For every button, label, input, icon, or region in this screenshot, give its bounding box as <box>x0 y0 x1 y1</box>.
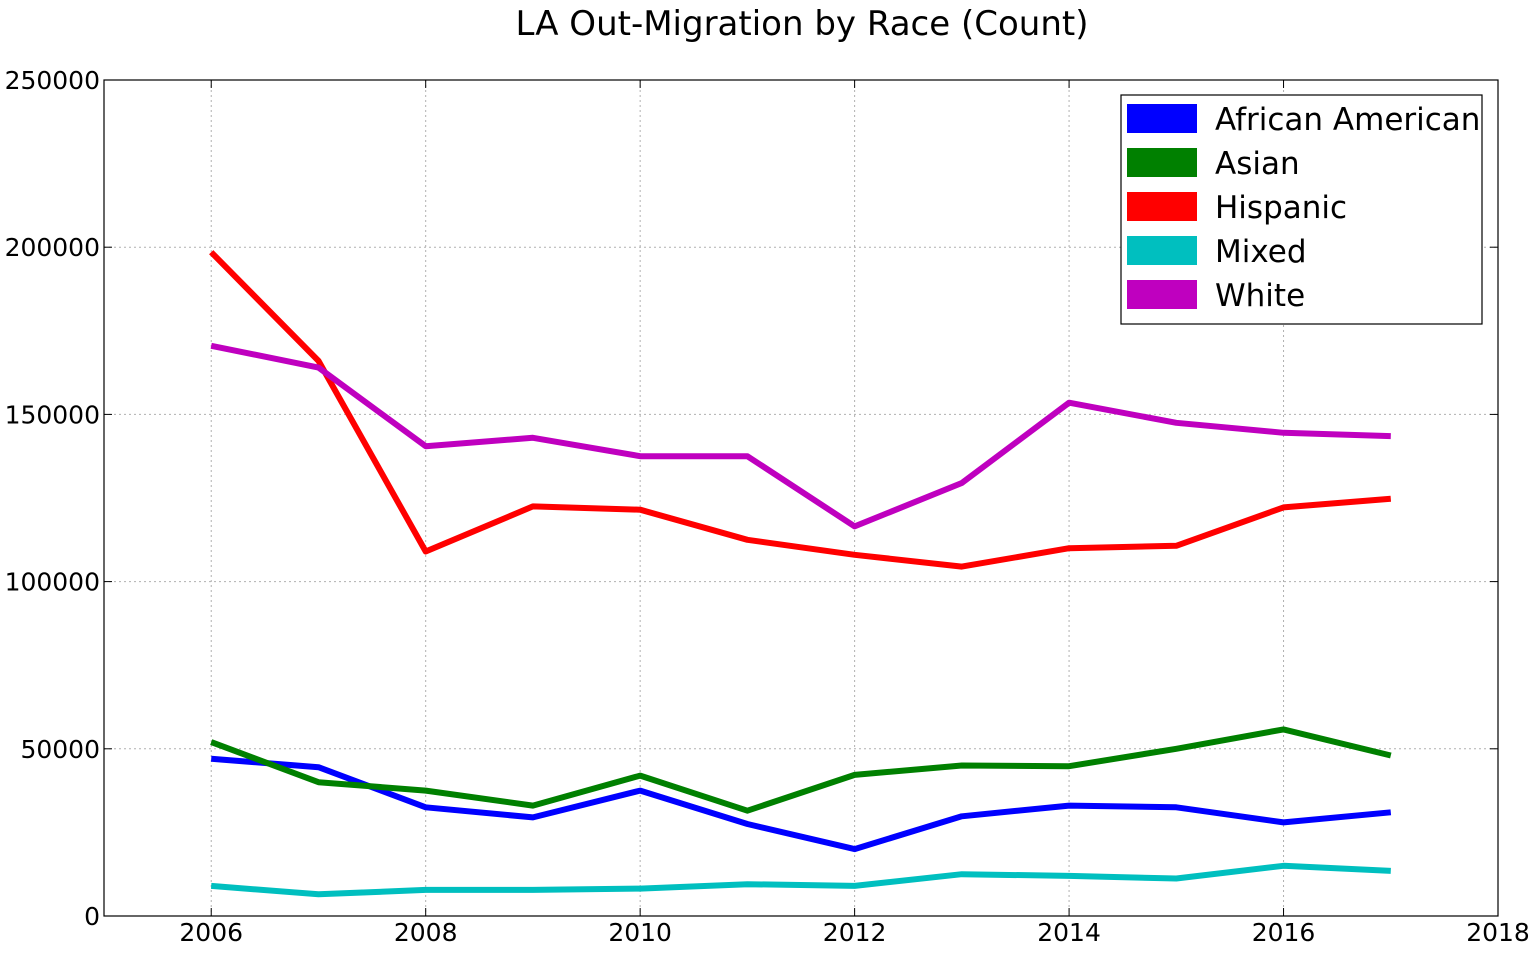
legend-label-mixed: Mixed <box>1215 234 1307 270</box>
legend-swatch-mixed <box>1127 236 1197 265</box>
y-tick-label: 50000 <box>20 735 100 764</box>
y-tick-label: 250000 <box>5 66 100 95</box>
chart-title: LA Out-Migration by Race (Count) <box>516 4 1089 44</box>
y-tick-label: 100000 <box>5 568 100 597</box>
x-tick-label: 2018 <box>1466 918 1530 947</box>
legend-swatch-asian <box>1127 148 1197 177</box>
series-line-african-american <box>210 755 1392 853</box>
x-tick-label: 2006 <box>179 918 243 947</box>
x-tick-label: 2014 <box>1037 918 1101 947</box>
x-tick-label: 2012 <box>823 918 887 947</box>
x-tick-label: 2016 <box>1252 918 1316 947</box>
legend-swatch-hispanic <box>1127 192 1197 221</box>
legend-swatch-african-american <box>1127 104 1197 133</box>
x-axis: 2006 2008 2010 2012 2014 2016 2018 <box>179 918 1529 947</box>
legend-label-african-american: African American <box>1215 102 1480 138</box>
x-tick-label: 2008 <box>394 918 458 947</box>
series-layer <box>209 250 1392 898</box>
legend-label-asian: Asian <box>1215 146 1300 182</box>
series-line-hispanic <box>209 250 1392 570</box>
y-tick-label: 200000 <box>5 233 100 262</box>
series-line-white <box>210 342 1391 530</box>
legend-label-hispanic: Hispanic <box>1215 190 1347 226</box>
y-axis: 0 50000 100000 150000 200000 250000 <box>5 66 100 931</box>
legend-label-white: White <box>1215 278 1305 314</box>
tick-marks <box>104 79 1499 917</box>
y-tick-label: 150000 <box>5 400 100 429</box>
legend-swatch-white <box>1127 280 1197 309</box>
plot-frame <box>103 79 1499 917</box>
legend: African American Asian Hispanic Mixed White <box>1120 94 1483 325</box>
series-line-asian <box>210 726 1392 814</box>
x-tick-label: 2010 <box>608 918 672 947</box>
series-line-mixed <box>210 862 1391 898</box>
y-tick-label: 0 <box>84 902 100 931</box>
